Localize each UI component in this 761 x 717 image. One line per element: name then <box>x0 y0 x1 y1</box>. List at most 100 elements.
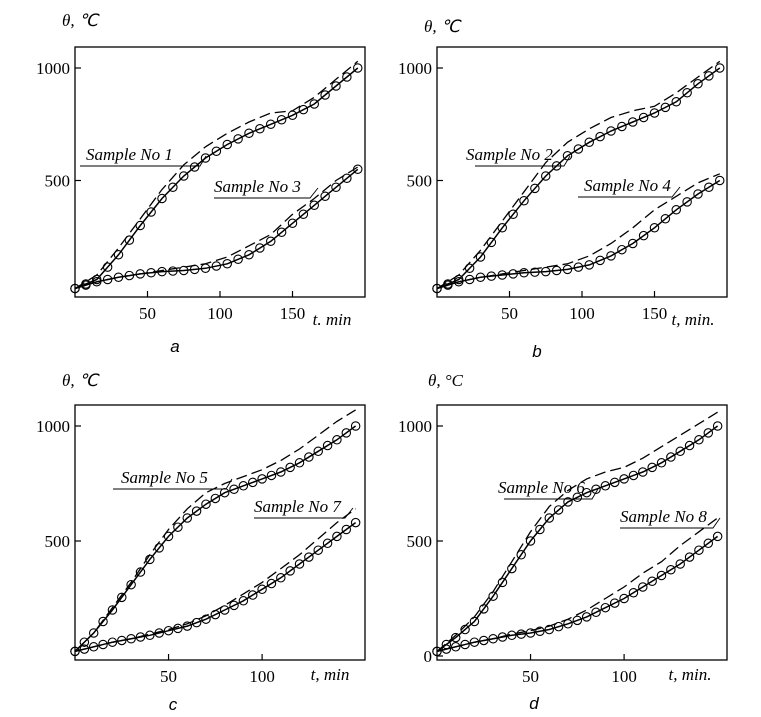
data-point-marker <box>163 531 174 542</box>
data-point-marker <box>606 126 616 136</box>
data-point-marker <box>694 435 704 445</box>
data-point-marker <box>79 637 90 647</box>
data-point-marker <box>98 616 108 627</box>
data-point-marker <box>352 63 363 73</box>
data-point-marker <box>350 517 361 528</box>
data-point-marker <box>222 139 233 150</box>
data-point-marker <box>219 605 230 615</box>
data-point-marker <box>331 182 341 193</box>
y-axis-title: θ, ℃ <box>62 11 100 30</box>
data-point-marker <box>638 582 648 592</box>
data-point-marker <box>79 644 90 654</box>
data-point-marker <box>627 238 638 249</box>
data-point-marker <box>619 474 629 484</box>
data-point-marker <box>107 605 118 615</box>
data-point-marker <box>530 183 540 194</box>
plot-frame <box>74 404 366 661</box>
x-tick-label: 150 <box>642 304 668 323</box>
data-point-marker <box>525 536 536 546</box>
data-point-marker <box>497 632 508 642</box>
data-point-marker <box>201 614 211 624</box>
data-point-marker <box>638 467 648 477</box>
data-point-marker <box>693 189 703 199</box>
data-point-marker <box>516 550 526 560</box>
data-point-marker <box>656 458 667 468</box>
data-point-marker <box>173 522 183 532</box>
x-tick-label: 100 <box>249 667 275 686</box>
data-point-marker <box>191 617 202 628</box>
data-point-marker <box>693 79 703 89</box>
data-point-marker <box>285 566 295 576</box>
data-point-marker <box>540 266 551 277</box>
series-dashed-line <box>436 60 721 290</box>
data-point-marker <box>229 600 239 611</box>
data-point-marker <box>211 146 222 157</box>
data-point-marker <box>638 230 649 241</box>
data-point-marker <box>98 639 108 650</box>
series-line <box>436 535 719 653</box>
data-point-marker <box>441 644 452 654</box>
y-axis-title: θ, °C <box>428 371 464 390</box>
data-point-marker <box>320 191 330 202</box>
plot-frame <box>436 404 728 661</box>
data-point-marker <box>113 250 124 260</box>
data-point-marker <box>266 578 277 589</box>
x-axis-title: t, min. <box>669 665 712 684</box>
sample-label: Sample No 3 <box>214 177 301 196</box>
data-point-marker <box>331 81 341 91</box>
data-point-marker <box>238 481 249 491</box>
data-point-marker <box>553 621 564 632</box>
data-point-marker <box>70 646 80 657</box>
data-point-marker <box>617 244 627 255</box>
data-point-marker <box>628 587 639 598</box>
sample-label: Sample No 6 <box>498 478 585 497</box>
data-point-marker <box>519 267 529 278</box>
data-point-marker <box>600 602 611 613</box>
sample-label: Sample No 5 <box>121 468 208 487</box>
data-point-marker <box>211 261 222 271</box>
data-point-marker <box>627 117 638 127</box>
data-point-marker <box>671 97 681 107</box>
series-line <box>436 425 719 653</box>
y-tick-label: 500 <box>45 172 71 191</box>
data-point-marker <box>294 559 305 569</box>
data-point-marker <box>146 207 156 217</box>
data-point-marker <box>102 274 113 285</box>
data-point-marker <box>443 280 453 290</box>
data-point-marker <box>712 531 723 542</box>
data-point-marker <box>508 269 518 279</box>
data-point-marker <box>475 252 486 262</box>
data-point-marker <box>432 646 442 657</box>
data-point-marker <box>573 262 584 272</box>
data-point-marker <box>257 474 267 484</box>
data-point-marker <box>276 573 286 583</box>
y-tick-label: 500 <box>45 532 71 551</box>
data-point-marker <box>647 462 657 473</box>
data-point-marker <box>563 497 573 507</box>
x-axis-title: t, min. <box>672 310 715 329</box>
data-point-marker <box>179 171 189 181</box>
data-point-marker <box>497 577 508 588</box>
data-point-marker <box>276 467 286 477</box>
data-point-marker <box>168 182 178 193</box>
data-point-marker <box>201 499 211 509</box>
data-point-marker <box>703 428 714 438</box>
data-point-marker <box>247 477 258 488</box>
panel-letter: c <box>169 695 178 714</box>
data-point-marker <box>304 552 314 562</box>
data-point-marker <box>453 276 464 287</box>
data-point-marker <box>581 487 592 498</box>
data-point-marker <box>591 484 601 494</box>
data-point-marker <box>606 251 616 261</box>
data-point-marker <box>117 592 127 603</box>
y-axis-title: θ, ℃ <box>62 371 100 390</box>
data-point-marker <box>341 524 352 535</box>
data-point-marker <box>126 633 136 644</box>
data-point-marker <box>70 283 80 294</box>
data-point-marker <box>182 621 193 631</box>
data-point-marker <box>591 607 601 618</box>
data-point-marker <box>244 250 254 260</box>
sample-label: Sample No 4 <box>584 176 671 195</box>
data-point-marker <box>714 63 725 73</box>
